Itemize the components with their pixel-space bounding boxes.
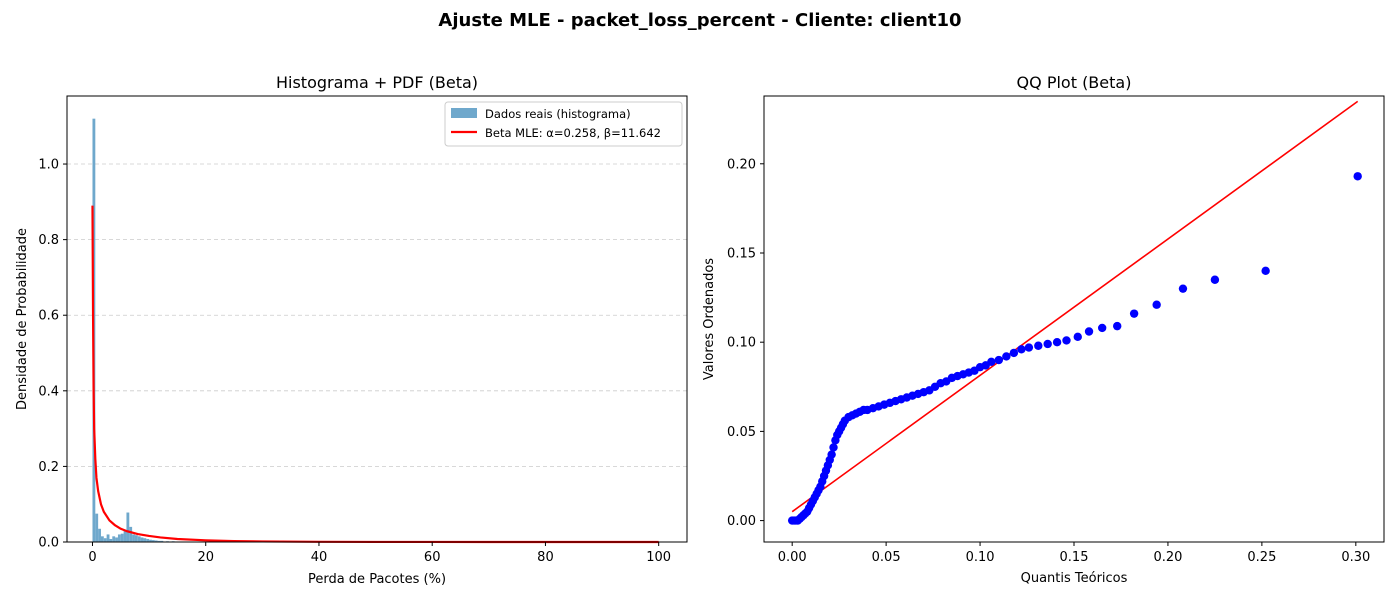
qq-y-tick-label: 0.00 — [727, 514, 756, 529]
qq-points — [788, 172, 1362, 525]
histogram-axes-frame — [67, 96, 687, 542]
histogram-x-ticks: 0 20 40 60 80 100 — [88, 542, 671, 565]
histogram-bar — [126, 513, 129, 542]
qq-point — [1025, 343, 1033, 351]
histogram-y-tick-label: 0.8 — [38, 233, 59, 248]
qq-point — [1017, 345, 1025, 353]
qq-point — [1085, 327, 1093, 335]
histogram-x-axis-label: Perda de Pacotes (%) — [308, 572, 446, 587]
qq-point — [1002, 352, 1010, 360]
qq-reference-line — [792, 101, 1358, 511]
histogram-bar — [104, 538, 107, 542]
histogram-bar — [124, 531, 127, 542]
pdf-curve-group — [92, 206, 658, 542]
histogram-y-tick-label: 0.2 — [38, 460, 59, 475]
qq-x-tick-label: 0.00 — [778, 550, 807, 565]
qq-x-tick-label: 0.25 — [1247, 550, 1276, 565]
qq-point — [1034, 342, 1042, 350]
histogram-gridlines — [67, 164, 687, 466]
pdf-curve — [92, 206, 658, 542]
legend-pdf-label: Beta MLE: α=0.258, β=11.642 — [485, 126, 661, 140]
histogram-x-tick-label: 40 — [311, 550, 328, 565]
qq-y-tick-label: 0.15 — [727, 246, 756, 261]
histogram-y-tick-label: 0.6 — [38, 309, 59, 324]
qq-point — [1074, 333, 1082, 341]
qq-point — [987, 358, 995, 366]
qq-point — [1043, 340, 1051, 348]
qq-x-axis-label: Quantis Teóricos — [1021, 571, 1128, 586]
histogram-bar — [135, 535, 138, 542]
figure-suptitle: Ajuste MLE - packet_loss_percent - Clien… — [438, 10, 961, 31]
legend-histogram-swatch — [451, 108, 477, 118]
histogram-y-tick-label: 1.0 — [38, 158, 59, 173]
qq-point — [1353, 172, 1361, 180]
qq-y-tick-label: 0.20 — [727, 157, 756, 172]
qq-point — [1062, 336, 1070, 344]
histogram-x-tick-label: 60 — [424, 550, 441, 565]
histogram-y-axis-label: Densidade de Probabilidade — [15, 228, 30, 410]
qq-point — [1179, 284, 1187, 292]
histogram-bar — [118, 534, 121, 542]
histogram-bar — [112, 536, 115, 542]
qq-x-tick-label: 0.30 — [1341, 550, 1370, 565]
qq-point — [1130, 309, 1138, 317]
qq-axes-frame — [764, 96, 1384, 542]
qq-x-tick-label: 0.05 — [872, 550, 901, 565]
histogram-x-tick-label: 100 — [646, 550, 671, 565]
qq-reference-line-group — [792, 101, 1358, 511]
qq-point — [1211, 276, 1219, 284]
histogram-bar — [132, 534, 135, 542]
histogram-bars — [92, 119, 197, 542]
qq-x-tick-label: 0.15 — [1060, 550, 1089, 565]
histogram-bar — [95, 514, 98, 542]
histogram-bar — [129, 527, 132, 542]
histogram-x-tick-label: 0 — [88, 550, 96, 565]
histogram-bar — [138, 536, 141, 542]
histogram-bar — [141, 537, 144, 542]
histogram-title: Histograma + PDF (Beta) — [276, 73, 478, 92]
histogram-bar — [115, 537, 118, 542]
qq-y-tick-label: 0.05 — [727, 425, 756, 440]
qq-point — [827, 450, 835, 458]
qq-plot-title: QQ Plot (Beta) — [1017, 73, 1132, 92]
qq-y-tick-label: 0.10 — [727, 336, 756, 351]
qq-point — [829, 443, 837, 451]
histogram-bar — [98, 529, 101, 542]
qq-point — [1010, 349, 1018, 357]
histogram-bar — [107, 534, 110, 542]
histogram-y-tick-label: 0.4 — [38, 384, 59, 399]
histogram-bar — [121, 534, 124, 542]
qq-point — [995, 356, 1003, 364]
qq-point — [1053, 338, 1061, 346]
histogram-y-tick-label: 0.0 — [38, 536, 59, 551]
qq-x-tick-label: 0.20 — [1153, 550, 1182, 565]
histogram-x-tick-label: 20 — [197, 550, 214, 565]
histogram-legend: Dados reais (histograma) Beta MLE: α=0.2… — [445, 102, 682, 146]
qq-x-tick-label: 0.10 — [966, 550, 995, 565]
qq-x-ticks: 0.00 0.05 0.10 0.15 0.20 0.25 0.30 — [778, 542, 1371, 565]
histogram-x-tick-label: 80 — [537, 550, 554, 565]
legend-histogram-label: Dados reais (histograma) — [485, 107, 631, 121]
qq-point — [1152, 301, 1160, 309]
histogram-bar — [143, 538, 146, 542]
qq-point — [1098, 324, 1106, 332]
qq-y-axis-label: Valores Ordenados — [702, 258, 717, 380]
qq-point — [1261, 267, 1269, 275]
qq-point — [1113, 322, 1121, 330]
histogram-y-ticks: 0.0 0.2 0.4 0.6 0.8 1.0 — [38, 158, 67, 551]
histogram-axes: Histograma + PDF (Beta) 0 20 40 60 80 100 0.0… — [15, 73, 687, 587]
qq-y-ticks: 0.00 0.05 0.10 0.15 0.20 — [727, 157, 764, 529]
histogram-bar — [101, 536, 104, 542]
